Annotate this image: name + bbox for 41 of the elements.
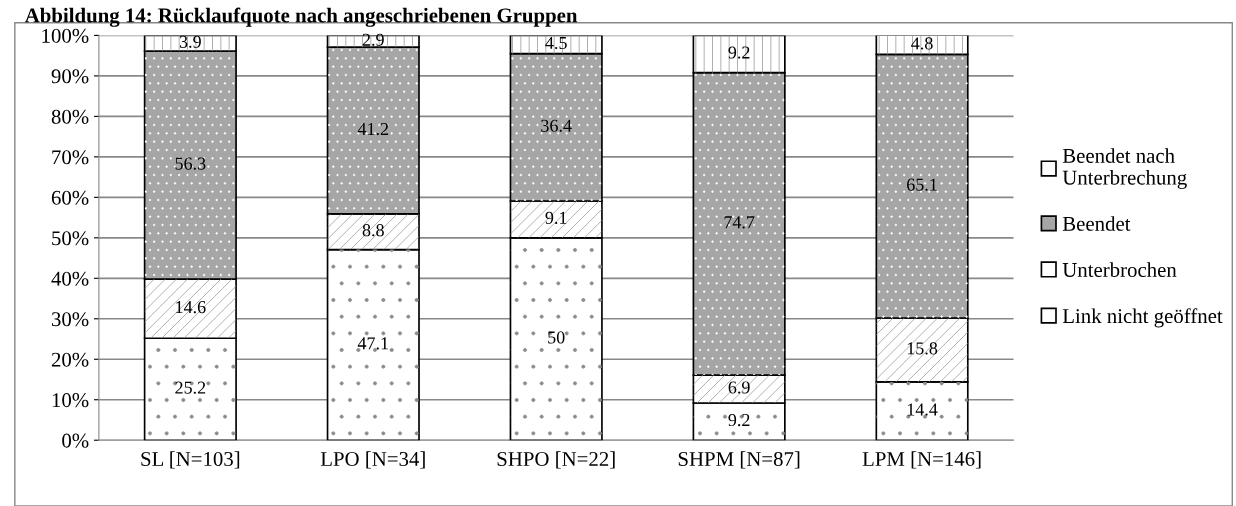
x-tick-label: SHPO [N=22]: [497, 451, 615, 469]
data-label: 50: [548, 331, 565, 344]
x-tick-label: SHPM [N=87]: [678, 451, 800, 469]
legend-label: Beendet: [1062, 216, 1131, 231]
y-tick-label: 60%: [51, 190, 89, 205]
y-tick-label: 20%: [51, 352, 89, 367]
data-label: 65.1: [907, 178, 937, 191]
data-label: 6.9: [728, 381, 750, 394]
legend-label: Unterbrochen: [1062, 262, 1177, 277]
legend-label: Beendet nach Unterbrechung: [1062, 148, 1187, 189]
y-tick-label: 30%: [51, 312, 89, 327]
chart-title: Abbildung 14: Rücklaufquote nach angeschriebenen Gruppen: [24, 7, 578, 27]
x-tick-label: SL [N=103]: [141, 451, 240, 469]
data-label: 74.7: [724, 216, 755, 229]
data-label: 8.8: [362, 224, 384, 237]
data-label: 9.1: [545, 211, 567, 224]
y-tick-label: 90%: [51, 69, 89, 84]
y-tick-label: 10%: [52, 393, 89, 408]
y-tick-label: 0%: [62, 433, 89, 448]
x-tick-label: LPM [N=146]: [862, 451, 981, 469]
data-label: 25.2: [175, 381, 206, 394]
data-label: 14.4: [907, 403, 938, 416]
legend-label: Link nicht geöffnet: [1062, 308, 1223, 328]
data-label: 14.6: [176, 301, 206, 314]
y-tick-label: 50%: [52, 231, 89, 246]
data-label: 9.2: [728, 46, 750, 59]
y-tick-label: 100%: [42, 28, 89, 43]
data-label: 2.9: [362, 33, 384, 46]
data-label: 47.1: [357, 337, 388, 350]
data-label: 9.2: [728, 413, 750, 427]
y-tick-label: 80%: [51, 109, 89, 124]
data-label: 4.5: [545, 36, 567, 50]
y-tick-label: 70%: [52, 150, 89, 165]
data-label: 56.3: [175, 157, 206, 170]
data-label: 15.8: [907, 342, 938, 355]
y-tick-label: 40%: [51, 271, 89, 286]
data-label: 4.8: [911, 37, 933, 50]
data-label: 3.9: [179, 35, 201, 48]
data-label: 36.4: [541, 119, 572, 132]
x-tick-label: LPO [N=34]: [320, 451, 425, 469]
data-label: 41.2: [357, 122, 389, 136]
